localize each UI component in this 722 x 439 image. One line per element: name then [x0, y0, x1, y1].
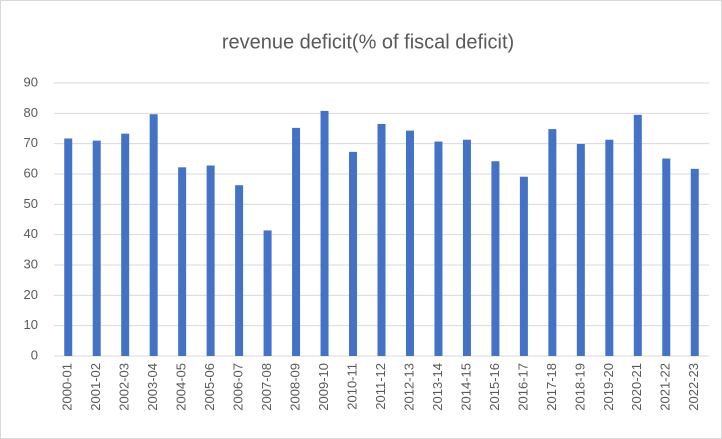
y-tick-label: 80 — [24, 105, 38, 120]
y-tick-label: 70 — [24, 135, 38, 150]
bar — [320, 110, 329, 356]
bar — [235, 185, 244, 356]
x-tick-label: 2015-16 — [487, 363, 502, 411]
bar — [548, 129, 557, 356]
bar — [178, 167, 187, 356]
x-tick-label: 2011-12 — [373, 363, 388, 410]
y-tick-label: 60 — [24, 165, 38, 180]
bar — [292, 127, 301, 356]
x-tick-label: 2017-18 — [544, 363, 559, 411]
x-tick-label: 2012-13 — [401, 363, 416, 411]
x-tick-label: 2019-20 — [601, 363, 616, 411]
x-tick-label: 2000-01 — [60, 363, 75, 411]
x-tick-label: 2013-14 — [430, 363, 445, 411]
x-tick-label: 2008-09 — [288, 363, 303, 411]
bar — [149, 114, 158, 356]
y-tick-label: 30 — [24, 256, 38, 271]
y-tick-label: 20 — [24, 287, 38, 302]
bar — [576, 143, 585, 356]
bar — [633, 114, 642, 356]
x-tick-label: 2003-04 — [145, 363, 160, 411]
chart-title: revenue deficit(% of fiscal deficit) — [222, 31, 514, 53]
x-tick-label: 2002-03 — [117, 363, 132, 411]
y-tick-label: 40 — [24, 226, 38, 241]
x-tick-label: 2004-05 — [174, 363, 189, 411]
bar — [434, 141, 443, 356]
x-tick-label: 2021-22 — [658, 363, 673, 411]
bar — [662, 158, 671, 356]
bar — [690, 168, 699, 356]
x-tick-label: 2005-06 — [202, 363, 217, 411]
y-tick-label: 50 — [24, 196, 38, 211]
bar — [519, 176, 528, 356]
bar — [206, 165, 215, 356]
y-tick-label: 90 — [24, 74, 38, 89]
bar — [377, 123, 386, 356]
y-tick-label: 10 — [24, 317, 38, 332]
x-tick-label: 2018-19 — [572, 363, 587, 411]
x-tick-label: 2001-02 — [88, 363, 103, 411]
bar — [92, 140, 101, 356]
x-tick-label: 2014-15 — [458, 363, 473, 411]
x-tick-label: 2020-21 — [629, 363, 644, 411]
x-tick-label: 2016-17 — [515, 363, 530, 411]
x-tick-label: 2007-08 — [259, 363, 274, 411]
bar — [121, 133, 130, 356]
bar — [491, 161, 500, 356]
x-tick-label: 2006-07 — [231, 363, 246, 411]
bar — [349, 151, 358, 356]
x-tick-label: 2010-11 — [344, 363, 359, 410]
bar — [64, 138, 73, 356]
x-tick-label: 2009-10 — [316, 363, 331, 411]
bar — [405, 130, 414, 356]
bar — [462, 139, 471, 356]
x-tick-label: 2022-23 — [686, 363, 701, 411]
bar — [263, 230, 272, 356]
bar — [605, 139, 614, 356]
y-tick-label: 0 — [31, 347, 38, 362]
